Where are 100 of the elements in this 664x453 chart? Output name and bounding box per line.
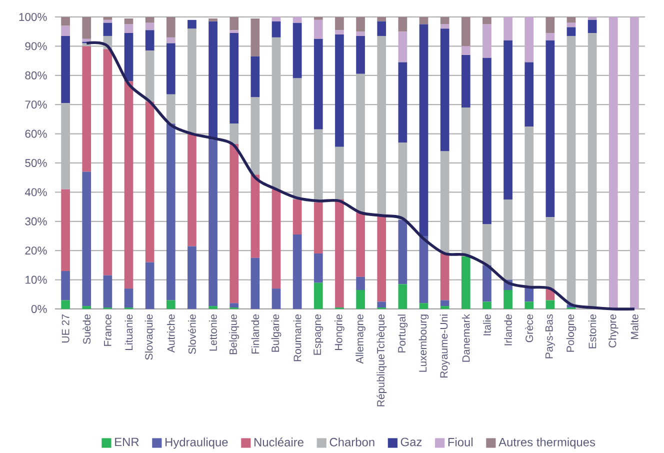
bar — [230, 303, 239, 308]
bar — [335, 30, 344, 35]
bar — [524, 16, 534, 62]
bar — [188, 134, 196, 246]
y-tick-label: 0% — [31, 305, 47, 313]
bar — [546, 40, 555, 218]
bar — [314, 254, 323, 283]
y-tick-label: 90% — [25, 42, 47, 50]
bar — [250, 258, 260, 309]
y-tick-label: 80% — [25, 71, 47, 80]
bar — [546, 33, 555, 40]
y-tick-label: 40% — [24, 188, 47, 196]
x-tick-label: Italie — [483, 314, 491, 336]
bar — [272, 37, 281, 190]
x-tick-label: Malte — [630, 314, 638, 339]
bar — [145, 262, 154, 309]
bar — [61, 16, 70, 26]
bar — [166, 43, 176, 94]
bar — [524, 287, 534, 302]
bar — [61, 26, 70, 36]
x-tick-label: Allemagne — [356, 314, 366, 364]
x-tick-label: Bulgarie — [271, 314, 282, 352]
bar — [461, 46, 470, 55]
x-tick-label: Royaume-Uni — [440, 314, 450, 378]
bar — [419, 236, 428, 304]
bar — [335, 199, 344, 308]
bar — [356, 74, 365, 213]
bar — [461, 16, 470, 46]
bar — [230, 124, 239, 144]
bar — [145, 22, 154, 30]
bar — [230, 16, 239, 30]
legend-label: Nucléaire — [254, 438, 304, 446]
bar — [419, 303, 428, 309]
legend-label: Autres thermiques — [498, 438, 596, 449]
bar — [230, 30, 239, 34]
bar — [440, 254, 450, 300]
bar — [440, 16, 450, 24]
bar — [292, 16, 302, 23]
x-tick-label: France — [104, 314, 112, 346]
bar — [166, 300, 176, 309]
bar — [124, 288, 134, 308]
bar — [61, 300, 70, 309]
bar — [250, 97, 260, 175]
bar — [419, 16, 428, 24]
bar — [461, 256, 470, 309]
bar — [314, 202, 323, 254]
x-tick-label: Pays-Bas — [545, 314, 555, 358]
bar — [504, 40, 512, 200]
bar — [250, 174, 260, 258]
bar — [82, 306, 92, 309]
x-tick-label: Estonie — [588, 314, 596, 348]
x-tick-label: Slovénie — [188, 314, 196, 354]
x-tick-label: Autriche — [167, 314, 175, 353]
bar — [356, 276, 365, 290]
bar — [566, 36, 576, 305]
bar — [82, 46, 92, 172]
bar — [188, 28, 196, 134]
bar — [124, 24, 134, 34]
bar — [630, 16, 639, 309]
bar — [440, 151, 450, 254]
bar — [145, 16, 154, 23]
y-tick-label: 70% — [25, 100, 47, 109]
y-tick-label: 100% — [19, 13, 47, 21]
bar — [124, 33, 134, 82]
legend-label: Gaz — [400, 438, 422, 446]
legend-label: Charbon — [330, 438, 374, 446]
legend-label: Fioul — [448, 438, 473, 446]
bar — [440, 306, 450, 309]
bar — [482, 302, 492, 309]
bar — [356, 32, 365, 36]
x-tick-label: Roumanie — [293, 314, 302, 362]
bar — [356, 290, 365, 309]
bar — [124, 81, 134, 289]
bar — [461, 54, 470, 108]
bar — [314, 16, 323, 20]
bar — [504, 199, 512, 280]
bar — [82, 38, 92, 42]
bar — [124, 18, 134, 24]
bar — [61, 103, 70, 190]
bar — [482, 265, 492, 302]
bar — [82, 16, 92, 39]
x-tick-label: Portugal — [398, 314, 408, 352]
bar — [440, 28, 450, 152]
x-tick-label: UE 27 — [62, 314, 70, 342]
bar — [482, 24, 492, 58]
bar — [61, 189, 70, 272]
bar — [398, 62, 408, 143]
bar — [292, 234, 302, 309]
bar — [61, 36, 70, 104]
bar — [166, 94, 176, 124]
y-tick-label: 20% — [25, 246, 47, 255]
bar — [524, 126, 534, 288]
bar — [524, 62, 534, 126]
bar — [208, 21, 218, 140]
x-tick-label: Luxembourg — [418, 314, 429, 372]
x-tick-label: Finlande — [251, 314, 260, 354]
bar — [188, 20, 196, 29]
bar — [272, 16, 281, 22]
bar — [504, 16, 512, 40]
bar — [482, 58, 492, 224]
